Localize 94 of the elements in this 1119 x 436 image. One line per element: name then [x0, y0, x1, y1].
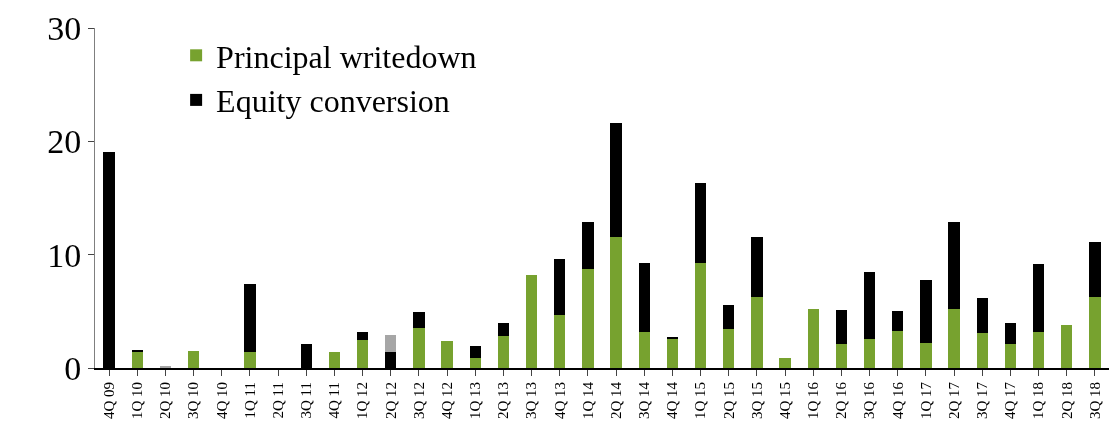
bar — [497, 322, 510, 337]
x-tick-label: 1Q 10 — [129, 382, 146, 420]
x-tick-label: 3Q 10 — [185, 382, 202, 420]
bar — [610, 123, 622, 237]
y-tick-label: 20 — [47, 123, 82, 161]
bar — [694, 183, 707, 263]
x-tick-label: 1Q 17 — [917, 381, 934, 420]
bar — [356, 339, 369, 368]
legend-label: Principal writedown — [216, 38, 477, 75]
x-tick-label: 1Q 13 — [467, 382, 484, 420]
bar — [1089, 242, 1101, 297]
x-tick-label: 2Q 18 — [1058, 382, 1075, 420]
x-tick-label: 3Q 14 — [636, 381, 653, 420]
bar — [131, 352, 143, 368]
legend-label: Equity conversion — [216, 83, 450, 120]
y-tick-label: 30 — [47, 9, 82, 47]
bar — [920, 343, 932, 368]
y-tick-label: 0 — [64, 349, 82, 387]
x-tick-label: 3Q 12 — [410, 382, 427, 420]
bar — [723, 329, 735, 368]
bar — [948, 221, 960, 310]
bar — [413, 328, 425, 368]
bar — [892, 311, 904, 331]
x-tick-label: 4Q 12 — [438, 382, 455, 420]
x-tick-label: 4Q 11 — [326, 382, 343, 419]
x-tick-label: 3Q 11 — [298, 382, 315, 419]
x-tick-label: 1Q 14 — [579, 381, 596, 420]
x-tick-label: 1Q 11 — [241, 382, 258, 419]
bar — [582, 269, 594, 368]
bar — [328, 352, 341, 368]
bar — [835, 344, 848, 368]
x-tick-label: 3Q 13 — [523, 382, 540, 420]
bar — [244, 284, 256, 353]
bar — [1004, 344, 1017, 368]
x-tick-label: 4Q 17 — [1002, 381, 1019, 420]
bar — [187, 351, 200, 368]
bar — [469, 357, 481, 368]
x-tick-label: 4Q 09 — [100, 382, 117, 420]
x-tick-label: 1Q 16 — [805, 381, 822, 420]
bar — [638, 331, 650, 368]
x-tick-label: 2Q 11 — [269, 382, 286, 419]
bar — [892, 330, 904, 368]
x-tick-label: 4Q 10 — [213, 382, 230, 420]
bar — [751, 296, 763, 368]
bar — [1061, 324, 1073, 368]
y-tick-label: 10 — [47, 236, 82, 274]
x-tick-label: 1Q 12 — [354, 382, 371, 420]
x-tick-label: 1Q 18 — [1030, 382, 1047, 420]
bar — [694, 262, 707, 368]
x-tick-label: 4Q 16 — [889, 381, 906, 420]
x-tick-label: 2Q 13 — [495, 382, 512, 420]
bar — [723, 304, 735, 330]
bar — [976, 332, 988, 368]
bar — [610, 236, 622, 368]
bar — [751, 236, 763, 297]
bar — [385, 335, 397, 353]
x-tick-label: 3Q 18 — [1086, 382, 1103, 420]
x-tick-label: 2Q 16 — [833, 381, 850, 420]
x-tick-label: 2Q 12 — [382, 382, 399, 420]
bar — [1032, 263, 1045, 332]
bar — [976, 297, 988, 333]
x-tick-label: 3Q 15 — [748, 382, 765, 420]
bar — [1004, 322, 1017, 345]
bar — [863, 338, 876, 368]
bar — [920, 279, 932, 344]
x-tick-label: 4Q 13 — [551, 382, 568, 420]
x-tick-label: 2Q 14 — [607, 381, 624, 420]
x-tick-label: 3Q 17 — [974, 381, 991, 420]
bar — [807, 309, 819, 368]
bar — [554, 259, 566, 315]
bar — [779, 357, 791, 368]
x-tick-label: 4Q 15 — [776, 382, 793, 420]
bar — [948, 309, 960, 368]
x-tick-label: 2Q 17 — [945, 381, 962, 420]
bar — [244, 352, 256, 368]
bar — [666, 338, 679, 368]
bar — [441, 340, 453, 368]
bar — [1032, 331, 1045, 368]
bar — [525, 275, 538, 368]
bar — [582, 221, 594, 270]
bar — [554, 314, 566, 368]
bar — [863, 271, 876, 339]
bar — [356, 331, 369, 340]
x-tick-label: 1Q 15 — [692, 382, 709, 420]
bar — [1089, 296, 1101, 368]
x-tick-label: 3Q 16 — [861, 381, 878, 420]
bar — [835, 310, 848, 345]
x-tick-label: 2Q 10 — [157, 382, 174, 420]
bar — [497, 336, 510, 368]
x-tick-label: 2Q 15 — [720, 382, 737, 420]
bar — [638, 262, 650, 332]
bar — [469, 346, 481, 358]
x-tick-label: 4Q 14 — [664, 381, 681, 420]
bar — [413, 312, 425, 329]
